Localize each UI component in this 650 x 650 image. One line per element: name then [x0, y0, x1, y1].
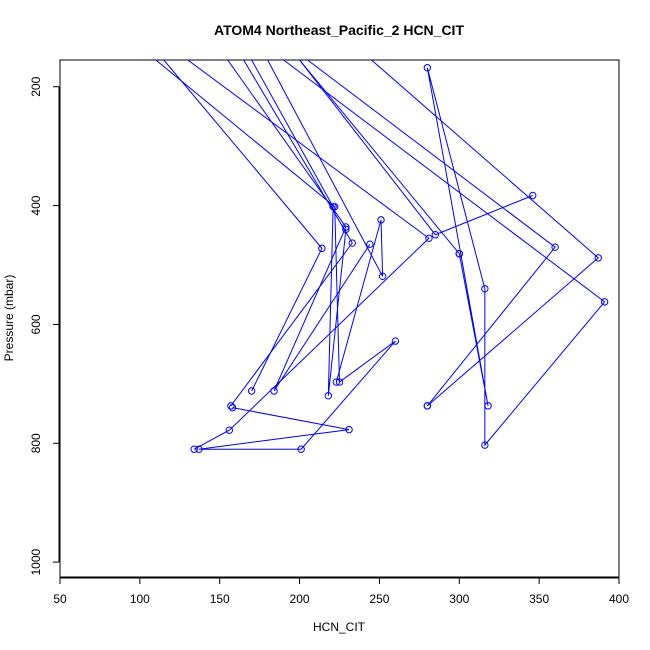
data-point [481, 441, 489, 449]
y-axis-label: Pressure (mbar) [2, 275, 16, 362]
series-line [251, 60, 347, 396]
series-line [267, 60, 384, 383]
series-line [283, 60, 606, 447]
data-point [455, 250, 463, 258]
data-point [190, 445, 198, 453]
data-point [425, 234, 433, 242]
data-point [225, 426, 233, 434]
data-point [594, 254, 602, 262]
series-line [371, 60, 599, 407]
data-point [551, 243, 559, 251]
data-point [391, 337, 400, 345]
chart-title: ATOM4 Northeast_Pacific_2 HCN_CIT [214, 22, 464, 38]
y-tick-label: 200 [29, 76, 43, 96]
y-tick-label: 1000 [29, 548, 43, 575]
data-point [297, 445, 305, 453]
data-point [423, 64, 432, 72]
x-axis: 50 100 150 200 250 300 350 400 [53, 577, 629, 606]
data-point [431, 231, 440, 239]
data-point [329, 203, 337, 211]
data-series-group [155, 60, 609, 453]
y-tick-label: 800 [29, 433, 43, 453]
y-tick-label: 400 [29, 195, 43, 215]
data-point [345, 425, 353, 434]
data-point [335, 378, 344, 386]
data-point [318, 244, 326, 253]
x-tick-label: 400 [609, 592, 629, 606]
x-tick-label: 350 [529, 592, 549, 606]
data-point [247, 387, 256, 395]
data-point [324, 392, 333, 400]
data-point [378, 272, 387, 281]
series-line [187, 60, 430, 450]
data-point [342, 225, 350, 234]
data-point [195, 445, 203, 453]
data-point [423, 402, 432, 410]
x-tick-label: 50 [53, 592, 67, 606]
series-line [155, 60, 396, 450]
data-point [529, 191, 537, 200]
x-tick-label: 300 [449, 592, 469, 606]
data-point [377, 216, 385, 224]
data-point [227, 402, 235, 410]
x-axis-label: HCN_CIT [313, 620, 366, 634]
y-tick-label: 600 [29, 314, 43, 334]
series-line [230, 60, 353, 407]
x-tick-label: 100 [130, 592, 150, 606]
series-line [299, 60, 460, 255]
series-line [307, 60, 556, 407]
data-point [481, 285, 489, 293]
series-line [299, 60, 533, 236]
data-point [348, 239, 356, 247]
data-point [366, 240, 374, 248]
series-line [163, 60, 323, 392]
x-tick-label: 200 [290, 592, 310, 606]
plot-area-frame [59, 59, 620, 578]
series-line [227, 60, 371, 392]
x-tick-label: 150 [210, 592, 230, 606]
y-axis: 200 400 600 800 1000 [29, 76, 60, 575]
data-point [332, 378, 341, 386]
data-point [270, 387, 278, 395]
x-tick-label: 250 [369, 592, 389, 606]
data-point [484, 402, 492, 410]
data-point [600, 298, 609, 306]
